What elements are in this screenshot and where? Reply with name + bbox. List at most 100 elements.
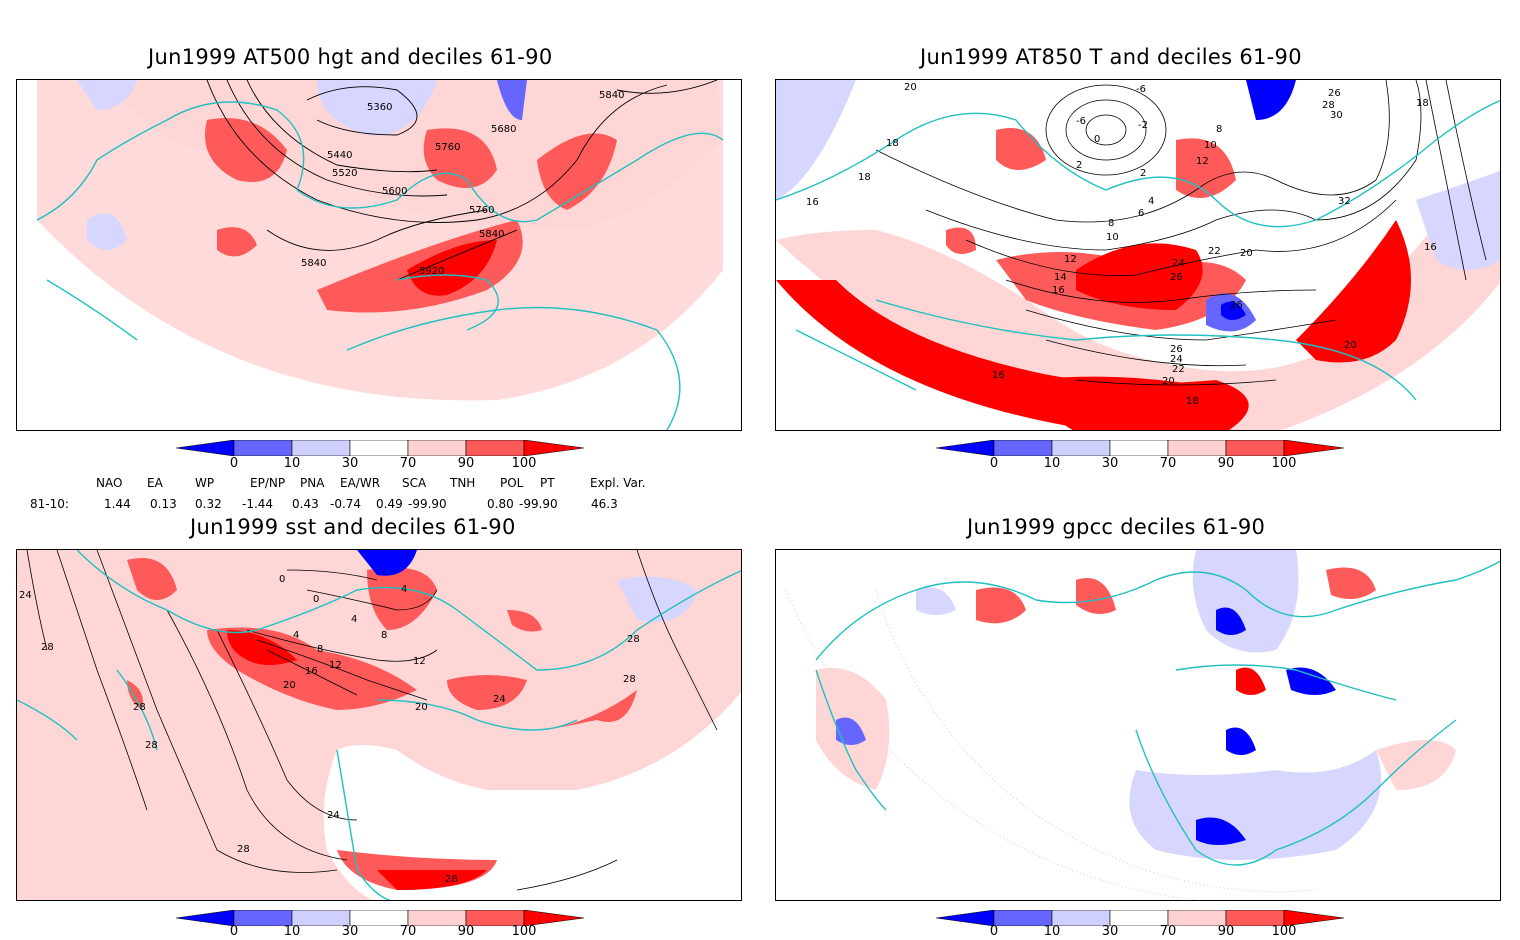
svg-text:20: 20 [1240,248,1253,259]
coastlines [776,100,1500,401]
coastlines [17,550,741,900]
colorbar-label: 10 [283,924,301,939]
svg-text:18: 18 [858,172,871,183]
sst-contours [26,550,718,891]
svg-text:5760: 5760 [435,142,460,153]
colorbar-label: 10 [1043,456,1061,471]
svg-text:28: 28 [237,844,250,855]
map-at850: 20 18 18 16 -6 -6 -2 2 0 2 8 10 12 4 6 8… [776,80,1500,430]
colorbar-label: 0 [989,456,999,471]
svg-text:20: 20 [283,680,296,691]
map-at500: 5360 5440 5520 5600 5680 5760 5760 5840 … [36,80,724,430]
colorbar-label: 90 [457,924,475,939]
index-value: 1.44 [104,497,131,511]
svg-text:28: 28 [41,642,54,653]
svg-text:30: 30 [1330,110,1343,121]
panel-1-title: Jun1999 AT500 hgt and deciles 61-90 [148,45,553,69]
colorbar-2-swatches [935,439,1345,457]
svg-text:26: 26 [1230,300,1243,311]
svg-text:-6: -6 [1076,116,1086,127]
svg-text:28: 28 [133,702,146,713]
colorbar-label: 30 [341,456,359,471]
colorbar-label: 100 [1271,456,1297,471]
colorbar-3: 0 10 30 70 90 100 [175,909,586,940]
colorbar-label: 30 [1101,456,1119,471]
svg-text:5440: 5440 [327,150,352,161]
decile-shading [37,80,723,401]
colorbar-4: 0 10 30 70 90 100 [935,909,1346,940]
colorbar-1: 0 10 30 70 90 100 [175,439,586,474]
svg-text:5360: 5360 [367,102,392,113]
svg-text:28: 28 [623,674,636,685]
colorbar-label: 100 [1271,924,1297,939]
colorbar-label: 100 [511,456,537,471]
svg-text:12: 12 [1196,156,1209,167]
svg-text:5680: 5680 [491,124,516,135]
svg-text:24: 24 [1172,258,1185,269]
index-value: 0.13 [150,497,177,511]
map-gpcc [785,550,1500,900]
map-panel-at850: 20 18 18 16 -6 -6 -2 2 0 2 8 10 12 4 6 8… [775,79,1501,431]
colorbar-label: 10 [1043,924,1061,939]
index-value: 0.32 [195,497,222,511]
svg-text:22: 22 [1208,246,1221,257]
colorbar-1-swatches [175,439,585,457]
svg-text:-6: -6 [1136,84,1146,95]
svg-text:24: 24 [19,590,32,601]
svg-text:24: 24 [1170,354,1183,365]
colorbar-label: 70 [1159,924,1177,939]
index-value: -99.90 [408,497,447,511]
index-value: 0.43 [292,497,319,511]
contour-labels: 24 28 28 28 0 0 4 4 4 8 8 12 12 16 20 20… [19,574,640,885]
colorbar-2: 0 10 30 70 90 100 [935,439,1346,474]
index-header: TNH [450,476,476,490]
svg-text:32: 32 [1338,196,1351,207]
svg-text:26: 26 [1170,272,1183,283]
svg-text:24: 24 [493,694,506,705]
svg-text:0: 0 [279,574,285,585]
svg-text:8: 8 [317,644,323,655]
svg-text:26: 26 [1328,88,1341,99]
svg-text:28: 28 [145,740,158,751]
temperature-contours [875,80,1487,386]
svg-text:12: 12 [413,656,426,667]
svg-text:-2: -2 [1138,120,1148,131]
svg-text:16: 16 [305,666,318,677]
colorbar-label: 70 [1159,456,1177,471]
panel-3-title: Jun1999 sst and deciles 61-90 [190,515,516,539]
svg-text:2: 2 [1140,168,1146,179]
contour-labels: 20 18 18 16 -6 -6 -2 2 0 2 8 10 12 4 6 8… [806,82,1437,407]
svg-text:5840: 5840 [599,90,624,101]
index-header: EP/NP [250,476,286,490]
index-header: PT [540,476,555,490]
svg-text:6: 6 [1138,208,1144,219]
svg-text:12: 12 [1064,254,1077,265]
svg-text:22: 22 [1172,364,1185,375]
index-value: 0.80 [487,497,514,511]
svg-text:10: 10 [1106,232,1119,243]
colorbar-label: 30 [1101,924,1119,939]
svg-text:20: 20 [1344,340,1357,351]
svg-text:4: 4 [351,614,357,625]
index-value: -1.44 [242,497,274,511]
index-header: EA [147,476,163,490]
svg-text:16: 16 [1424,242,1437,253]
coastlines [36,101,724,430]
svg-text:28: 28 [445,874,458,885]
colorbar-label: 100 [511,924,537,939]
decile-shading [816,550,1456,860]
svg-text:0: 0 [313,594,319,605]
colorbar-label: 90 [1217,456,1235,471]
map-panel-sst: 24 28 28 28 0 0 4 4 4 8 8 12 12 16 20 20… [16,549,742,901]
panel-4-title: Jun1999 gpcc deciles 61-90 [967,515,1266,539]
svg-text:20: 20 [904,82,917,93]
svg-text:5840: 5840 [479,229,504,240]
svg-text:5600: 5600 [382,186,407,197]
colorbar-label: 90 [457,456,475,471]
colorbar-label: 10 [283,456,301,471]
svg-text:16: 16 [992,370,1005,381]
index-header: SCA [402,476,427,490]
svg-text:18: 18 [1416,98,1429,109]
svg-text:4: 4 [293,630,299,641]
index-value: 0.49 [376,497,403,511]
